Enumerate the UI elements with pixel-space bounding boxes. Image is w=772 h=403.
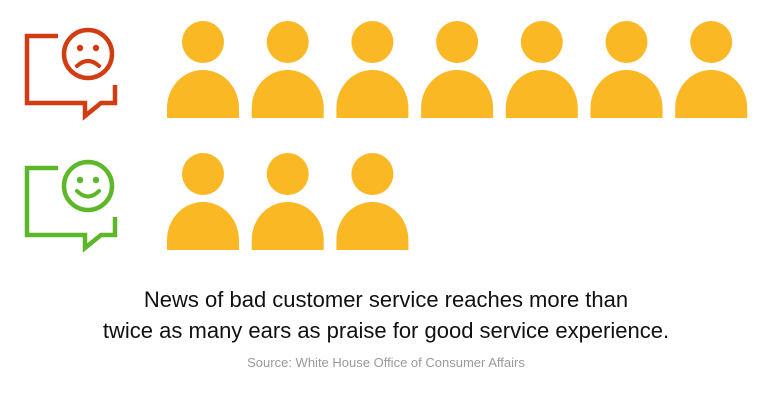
person-icon <box>421 21 494 118</box>
person-icon <box>505 21 578 118</box>
caption-line-1: News of bad customer service reaches mor… <box>143 287 629 312</box>
person-icon <box>167 21 239 118</box>
person-icon <box>251 21 324 118</box>
person-icon <box>336 153 409 250</box>
person-icon <box>675 21 748 118</box>
people-icons <box>167 21 748 250</box>
person-icon <box>590 21 663 118</box>
happy-face-speech-bubble-icon <box>24 159 118 253</box>
caption-line-2: twice as many ears as praise for good se… <box>102 318 670 343</box>
person-icon <box>336 21 409 118</box>
sad-face-speech-bubble-icon <box>24 27 118 121</box>
source-note: Source: White House Office of Consumer A… <box>247 355 525 370</box>
person-icon <box>167 153 239 250</box>
person-icon <box>251 153 324 250</box>
